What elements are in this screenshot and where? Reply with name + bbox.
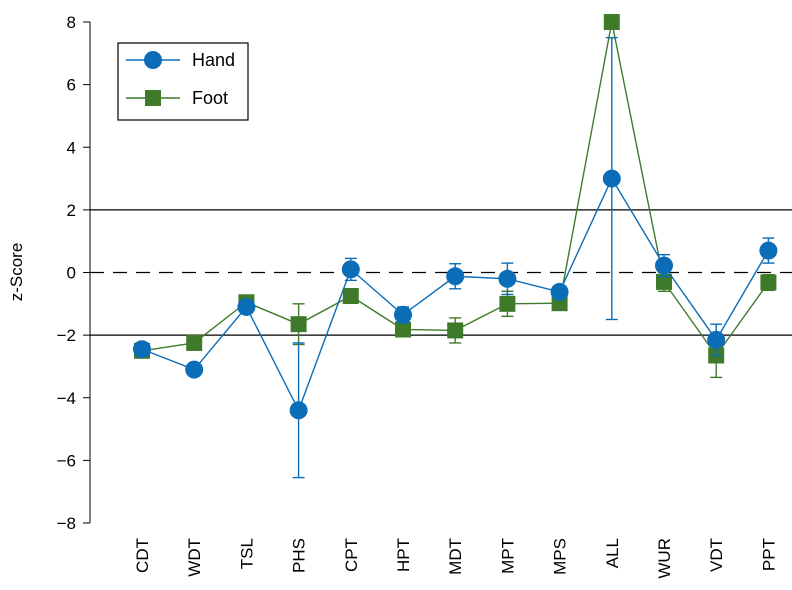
data-point — [498, 269, 517, 288]
y-axis-label: z-Score — [7, 243, 26, 302]
series-hand — [133, 36, 778, 479]
data-point — [290, 316, 307, 333]
x-tick-label: CPT — [342, 538, 361, 572]
x-tick-label: MPT — [498, 538, 517, 574]
data-point — [289, 401, 308, 420]
data-point — [760, 274, 777, 291]
data-point — [447, 322, 464, 339]
reference-lines — [90, 209, 792, 336]
x-tick-label: HPT — [394, 538, 413, 572]
legend: Hand Foot — [117, 42, 249, 121]
x-tick-label: WDT — [185, 538, 204, 577]
x-tick-label: PHS — [290, 538, 309, 573]
y-tick-label: 4 — [67, 138, 76, 157]
data-point — [707, 330, 726, 349]
x-tick-label: CDT — [133, 538, 152, 573]
data-point — [446, 267, 465, 286]
legend-marker — [144, 51, 162, 69]
data-point — [759, 241, 778, 260]
y-tick-label: −8 — [57, 514, 76, 533]
y-ticks: 8 6 4 2 0 −2 −4 −6 −8 — [57, 13, 90, 533]
data-point — [499, 295, 516, 312]
data-point — [133, 340, 151, 359]
legend-marker — [145, 90, 161, 106]
data-point — [341, 260, 360, 279]
y-tick-label: −6 — [57, 451, 76, 470]
x-tick-label: MPS — [551, 538, 570, 575]
x-tick-label: PPT — [759, 538, 778, 571]
legend-box — [117, 42, 249, 121]
data-point — [655, 256, 673, 275]
series-layer — [133, 14, 778, 479]
legend-entry-foot: Foot — [126, 88, 228, 108]
data-point — [394, 305, 412, 324]
data-point — [656, 273, 672, 290]
data-point — [395, 321, 411, 338]
data-point — [185, 360, 204, 379]
x-tick-label: TSL — [237, 538, 256, 569]
y-tick-label: −4 — [57, 389, 76, 408]
legend-entry-hand: Hand — [126, 50, 235, 70]
legend-label: Foot — [192, 88, 228, 108]
x-tick-label: WUR — [655, 538, 674, 579]
x-ticks: CDT WDT TSL PHS CPT HPT MDT MPT MPS ALL WUR VDT PPT — [133, 538, 778, 579]
x-tick-label: VDT — [707, 538, 726, 572]
data-point — [602, 169, 621, 188]
legend-label: Hand — [192, 50, 235, 70]
y-tick-label: −2 — [57, 326, 76, 345]
y-tick-label: 2 — [67, 201, 76, 220]
data-point — [237, 297, 256, 316]
y-tick-label: 0 — [67, 264, 76, 283]
data-point — [603, 14, 620, 30]
data-point — [342, 287, 359, 304]
x-tick-label: MDT — [446, 538, 465, 575]
y-tick-label: 8 — [67, 13, 76, 32]
data-point — [186, 334, 203, 351]
series-line — [141, 177, 770, 413]
x-tick-label: ALL — [603, 538, 622, 568]
data-point — [550, 282, 569, 301]
y-tick-label: 6 — [67, 76, 76, 95]
